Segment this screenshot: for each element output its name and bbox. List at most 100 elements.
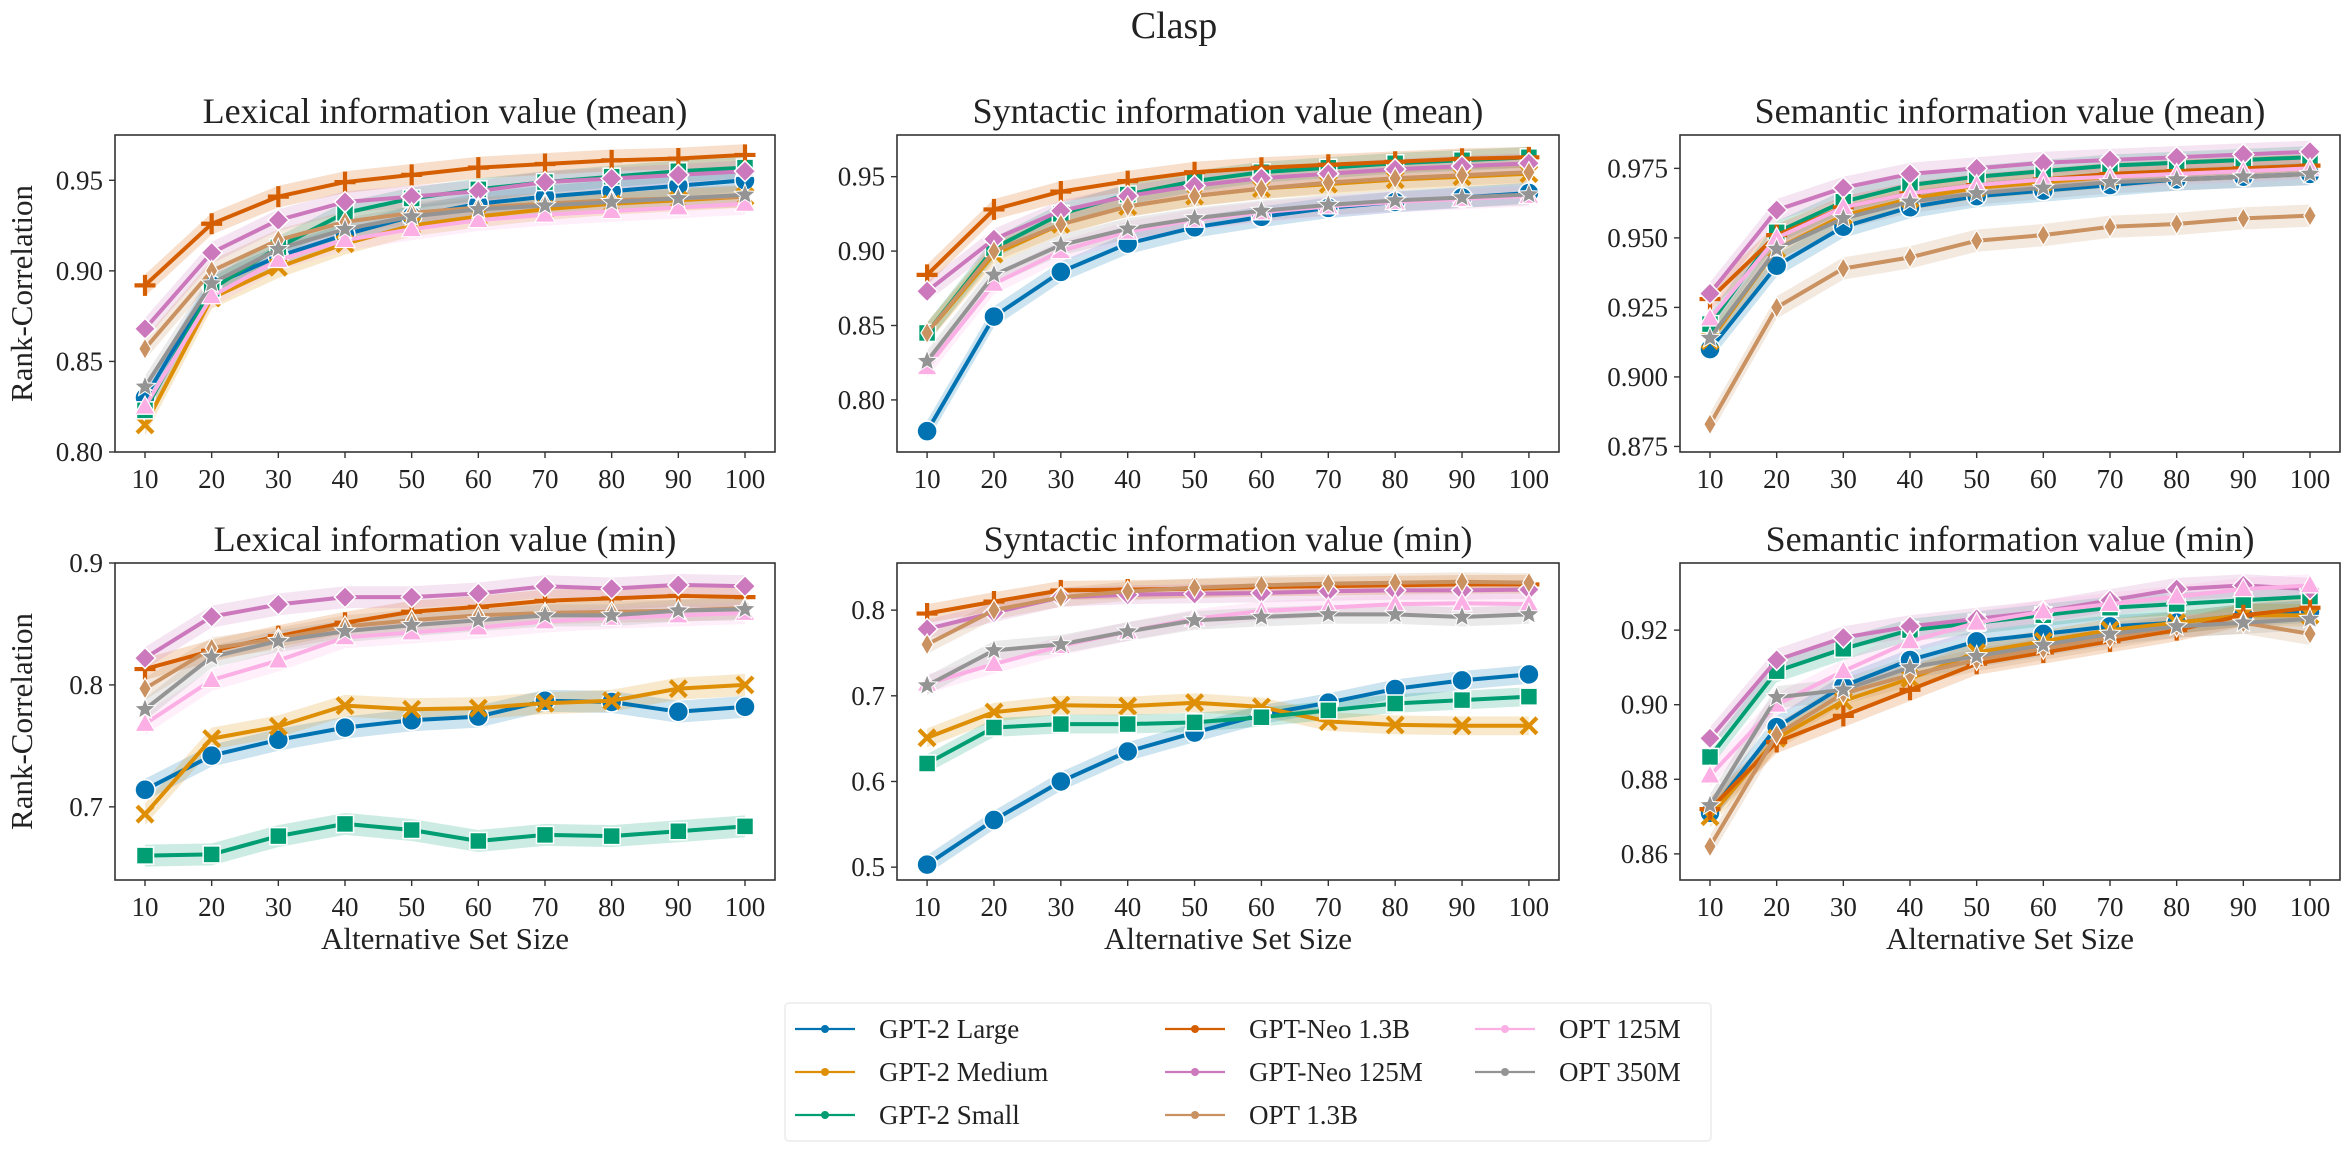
- data-point-gpt-2-medium: [468, 698, 488, 718]
- data-point-gpt-neo-125m: [133, 646, 157, 670]
- data-point-gpt-2-large: [916, 420, 938, 442]
- x-tick-label: 60: [1248, 464, 1275, 494]
- series-gpt-neo-125m: [1698, 140, 2322, 306]
- y-tick-label: 0.92: [1621, 615, 1668, 645]
- plot-area: [915, 146, 1541, 442]
- data-point-gpt-2-medium: [402, 699, 422, 719]
- panels: Lexical information value (mean) 10 20 30 40…: [4, 91, 2341, 956]
- data-point-opt-350m: [333, 216, 357, 240]
- data-point-opt-350m: [1450, 604, 1474, 628]
- data-point-opt-350m: [1764, 684, 1789, 708]
- data-point-opt-350m: [1764, 236, 1789, 260]
- data-point-gpt-2-large: [1451, 669, 1473, 692]
- y-axis-label: Rank-Correlation: [4, 613, 39, 830]
- confidence-band-gpt-2-small: [1710, 146, 2310, 336]
- data-point-opt-1-3b: [2303, 203, 2317, 228]
- data-point-gpt-neo-125m: [666, 163, 690, 187]
- data-point-gpt-2-small: [1051, 714, 1071, 734]
- series-line-opt-1-3b: [1708, 213, 2311, 426]
- legend-marker-dot: [821, 1111, 829, 1119]
- x-tick-label: 90: [2230, 892, 2257, 922]
- data-point-gpt-2-small: [535, 825, 555, 845]
- series-line-opt-1-3b: [926, 579, 1529, 647]
- x-tick-label: 90: [665, 892, 692, 922]
- x-tick-label: 90: [1449, 464, 1476, 494]
- series-opt-350m: [1698, 606, 2322, 816]
- y-tick-label: 0.86: [1621, 839, 1668, 869]
- y-tick-label: 0.80: [838, 385, 885, 415]
- confidence-band-opt-1-3b: [1710, 204, 2310, 436]
- legend-label: GPT-2 Medium: [879, 1057, 1048, 1087]
- data-point-opt-350m: [1517, 182, 1541, 205]
- data-point-opt-125m: [200, 668, 223, 689]
- data-point-opt-350m: [1249, 198, 1274, 221]
- data-point-gpt-2-small: [735, 817, 755, 836]
- data-point-opt-350m: [2164, 614, 2189, 637]
- data-point-opt-350m: [1898, 189, 1922, 212]
- data-point-gpt-neo-1-3b: [1050, 181, 1072, 203]
- axes-frame: [896, 562, 1560, 881]
- data-point-gpt-neo-125m: [200, 605, 224, 629]
- confidence-band-gpt-2-small: [145, 812, 745, 867]
- data-point-opt-350m: [915, 673, 939, 696]
- data-point-opt-350m: [2098, 621, 2122, 644]
- data-point-gpt-neo-1-3b: [334, 171, 356, 193]
- data-point-gpt-2-small: [1519, 687, 1539, 706]
- series-line-gpt-neo-125m: [925, 161, 1529, 293]
- x-tick-label: 70: [1315, 892, 1342, 922]
- data-point-opt-1-3b: [987, 598, 1001, 622]
- x-tick-label: 20: [1763, 464, 1790, 494]
- legend-marker-dot: [1191, 1068, 1199, 1076]
- x-tick-label: 50: [398, 464, 425, 494]
- data-point-opt-350m: [2164, 167, 2189, 190]
- data-point-opt-350m: [1182, 608, 1207, 631]
- data-point-opt-350m: [1316, 192, 1341, 215]
- data-point-gpt-2-large: [1050, 770, 1072, 793]
- series-opt-350m: [915, 602, 1541, 696]
- axes-frame: [114, 562, 776, 881]
- y-tick-label: 0.6: [851, 766, 885, 796]
- series-line-opt-350m: [925, 192, 1529, 363]
- series-gpt-2-small: [135, 814, 755, 865]
- series-gpt-neo-125m: [133, 573, 757, 670]
- data-point-opt-350m: [2031, 175, 2056, 198]
- data-point-opt-350m: [266, 628, 291, 652]
- confidence-band-opt-350m: [1710, 162, 2310, 350]
- y-tick-label: 0.88: [1621, 764, 1668, 794]
- data-point-opt-350m: [599, 603, 624, 626]
- data-point-opt-350m: [1249, 604, 1274, 628]
- data-point-opt-350m: [2298, 161, 2322, 184]
- series-gpt-2-small: [917, 687, 1539, 773]
- series-line-opt-125m: [143, 201, 746, 408]
- legend-entry-gpt-neo-1-3b: GPT-Neo 1.3B: [1165, 1014, 1410, 1044]
- series-line-opt-1-3b: [925, 170, 1529, 335]
- x-tick-label: 40: [1897, 892, 1924, 922]
- data-point-gpt-2-medium: [268, 716, 288, 736]
- data-point-gpt-2-medium: [1185, 693, 1205, 713]
- data-point-opt-1-3b: [2303, 622, 2317, 646]
- plot-area: [133, 573, 757, 867]
- data-point-opt-1-3b: [138, 337, 152, 361]
- y-tick-label: 0.85: [56, 346, 103, 376]
- data-point-opt-125m: [2098, 592, 2122, 613]
- panel-title: Lexical information value (min): [214, 519, 677, 559]
- x-tick-label: 70: [2097, 464, 2124, 494]
- data-point-opt-350m: [2298, 606, 2322, 629]
- data-point-opt-350m: [333, 618, 357, 642]
- y-axis-label: Rank-Correlation: [4, 185, 39, 402]
- series-opt-1-3b: [920, 570, 1536, 657]
- data-point-gpt-2-medium: [735, 675, 755, 695]
- data-point-opt-125m: [2298, 573, 2322, 594]
- series-line-opt-350m: [1708, 171, 2311, 340]
- plot-area: [1698, 140, 2322, 436]
- panel-title: Syntactic information value (min): [984, 519, 1473, 559]
- x-axis-label: Alternative Set Size: [321, 921, 569, 956]
- series-line-gpt-2-small: [1708, 155, 2311, 326]
- y-tick-label: 0.875: [1607, 431, 1668, 461]
- x-axis-label: Alternative Set Size: [1104, 921, 1352, 956]
- y-tick-label: 0.90: [1621, 690, 1668, 720]
- x-tick-label: 20: [198, 892, 225, 922]
- data-point-opt-125m: [267, 248, 290, 269]
- data-point-gpt-neo-125m: [333, 585, 357, 609]
